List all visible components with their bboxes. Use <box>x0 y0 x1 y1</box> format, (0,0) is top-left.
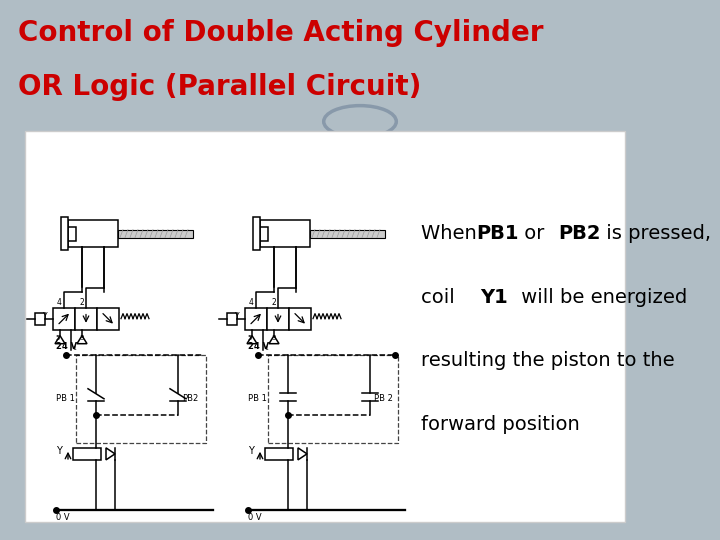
Bar <box>268 355 398 443</box>
Bar <box>245 308 267 329</box>
Bar <box>68 220 118 247</box>
Bar <box>227 313 237 325</box>
Text: 5: 5 <box>247 335 251 341</box>
Text: Y: Y <box>56 446 62 456</box>
Polygon shape <box>77 336 87 343</box>
Text: 2: 2 <box>79 298 84 307</box>
Text: PB 1: PB 1 <box>248 394 267 403</box>
Bar <box>35 313 45 325</box>
Polygon shape <box>247 336 257 343</box>
Bar <box>76 355 206 443</box>
Text: 3: 3 <box>271 335 276 341</box>
Bar <box>68 226 76 240</box>
Bar <box>53 308 75 329</box>
Text: or: or <box>518 224 550 243</box>
Text: will be energized: will be energized <box>515 288 687 307</box>
Text: 5: 5 <box>55 335 59 341</box>
Polygon shape <box>55 336 65 343</box>
Bar <box>97 308 119 329</box>
Text: resulting the piston to the: resulting the piston to the <box>421 351 675 370</box>
Text: 0 V: 0 V <box>248 513 261 522</box>
Text: PB 1: PB 1 <box>56 394 75 403</box>
Bar <box>25 131 625 522</box>
Text: Y1: Y1 <box>480 288 508 307</box>
Bar <box>267 308 289 329</box>
Text: Y: Y <box>248 446 254 456</box>
Polygon shape <box>106 448 115 460</box>
Bar <box>260 220 310 247</box>
Text: Control of Double Acting Cylinder: Control of Double Acting Cylinder <box>18 18 544 46</box>
Text: forward position: forward position <box>421 415 580 434</box>
Text: Y: Y <box>235 312 240 321</box>
Text: is pressed,: is pressed, <box>600 224 711 243</box>
Text: PB1: PB1 <box>476 224 518 243</box>
Text: 0 V: 0 V <box>56 513 70 522</box>
Text: 1: 1 <box>264 346 268 350</box>
Polygon shape <box>269 336 279 343</box>
Bar <box>75 308 97 329</box>
Polygon shape <box>298 448 307 460</box>
Text: 2: 2 <box>271 298 276 307</box>
Text: PB 2: PB 2 <box>374 394 393 403</box>
Text: When: When <box>421 224 483 243</box>
Text: 24 V: 24 V <box>56 342 77 350</box>
Text: OR Logic (Parallel Circuit): OR Logic (Parallel Circuit) <box>18 73 421 101</box>
Bar <box>61 218 68 249</box>
Bar <box>118 230 193 238</box>
Bar <box>73 448 101 460</box>
Text: 1: 1 <box>72 346 76 350</box>
Bar <box>289 308 311 329</box>
Text: coil: coil <box>421 288 462 307</box>
Bar <box>253 218 260 249</box>
Text: 3: 3 <box>79 335 84 341</box>
Text: 4: 4 <box>57 298 62 307</box>
Text: 4: 4 <box>249 298 254 307</box>
Bar <box>260 226 268 240</box>
Text: 24 V: 24 V <box>248 342 269 350</box>
Bar <box>310 230 385 238</box>
Text: Y: Y <box>43 312 48 321</box>
Text: PB2: PB2 <box>558 224 600 243</box>
Bar <box>265 448 293 460</box>
Text: PB2: PB2 <box>182 394 198 403</box>
Circle shape <box>324 106 396 137</box>
